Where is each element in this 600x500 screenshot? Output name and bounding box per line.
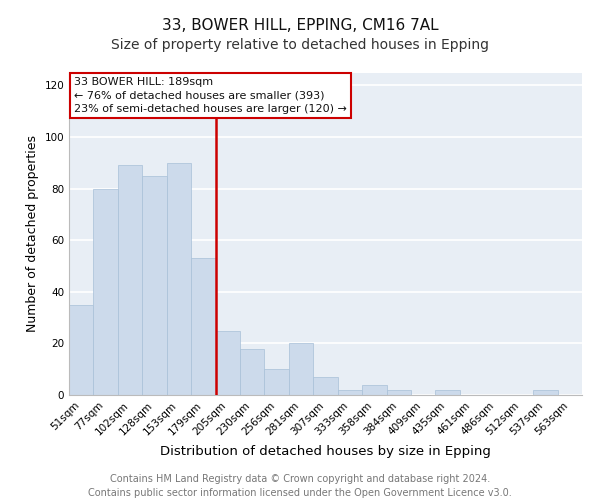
Text: Contains HM Land Registry data © Crown copyright and database right 2024.
Contai: Contains HM Land Registry data © Crown c… xyxy=(88,474,512,498)
Text: 33 BOWER HILL: 189sqm
← 76% of detached houses are smaller (393)
23% of semi-det: 33 BOWER HILL: 189sqm ← 76% of detached … xyxy=(74,78,347,114)
Bar xyxy=(436,390,460,395)
Bar xyxy=(386,390,411,395)
Bar xyxy=(313,377,338,395)
Y-axis label: Number of detached properties: Number of detached properties xyxy=(26,135,39,332)
Bar xyxy=(338,390,362,395)
Bar xyxy=(118,166,142,395)
Bar xyxy=(142,176,167,395)
Text: 33, BOWER HILL, EPPING, CM16 7AL: 33, BOWER HILL, EPPING, CM16 7AL xyxy=(161,18,439,32)
Bar xyxy=(215,330,240,395)
Bar xyxy=(265,369,289,395)
Bar xyxy=(533,390,557,395)
Bar xyxy=(191,258,215,395)
Bar xyxy=(289,344,313,395)
Bar xyxy=(94,188,118,395)
Bar xyxy=(362,384,386,395)
Bar xyxy=(240,348,265,395)
Text: Size of property relative to detached houses in Epping: Size of property relative to detached ho… xyxy=(111,38,489,52)
Bar xyxy=(69,304,94,395)
Bar xyxy=(167,163,191,395)
X-axis label: Distribution of detached houses by size in Epping: Distribution of detached houses by size … xyxy=(160,445,491,458)
